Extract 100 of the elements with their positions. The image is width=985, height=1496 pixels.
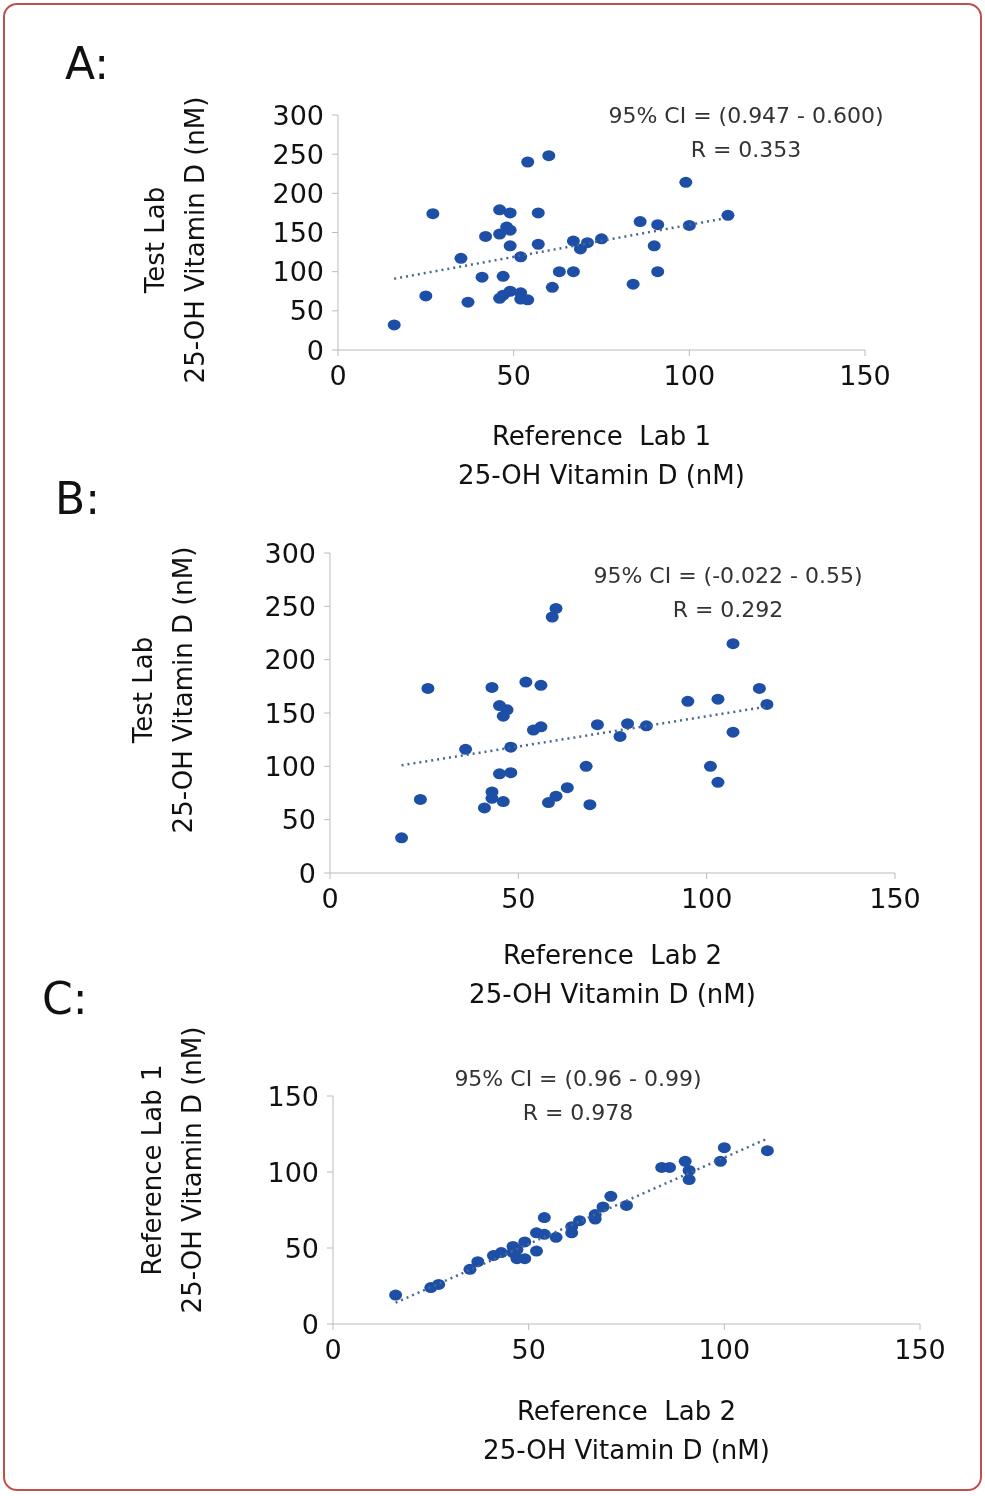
point xyxy=(529,1245,543,1257)
y-axis-title: Test Lab 25-OH Vitamin D (nM) xyxy=(127,545,199,836)
text: 95% CI = (0.96 - 0.99) xyxy=(453,1066,703,1091)
point xyxy=(573,1215,587,1227)
point xyxy=(521,156,535,168)
point xyxy=(595,233,608,245)
annotation: R = 0.292 xyxy=(671,597,785,622)
point xyxy=(596,1201,610,1213)
point xyxy=(620,1199,633,1211)
annotation: R = 0.978 xyxy=(521,1100,635,1125)
y-tick-label: 200 xyxy=(264,644,316,676)
point xyxy=(713,1155,727,1167)
point xyxy=(518,1236,532,1248)
point xyxy=(504,741,518,753)
y-tick-label: 150 xyxy=(272,217,324,249)
annotation: R = 0.353 xyxy=(689,137,803,162)
point xyxy=(504,767,518,779)
point xyxy=(639,720,653,732)
point xyxy=(647,240,661,252)
point xyxy=(413,793,427,805)
point xyxy=(459,743,473,755)
y-tick-label: 150 xyxy=(267,1080,319,1112)
y-tick-label: 100 xyxy=(267,1156,319,1188)
y-tick-label: 50 xyxy=(281,804,316,836)
point xyxy=(560,782,574,794)
x-tick-label: 50 xyxy=(511,1334,546,1366)
y-axis-title: Reference Lab 1 25-OH Vitamin D (nM) xyxy=(136,1025,208,1316)
point xyxy=(566,235,580,247)
y-tick-label: 300 xyxy=(264,537,316,569)
point xyxy=(432,1278,446,1290)
point xyxy=(503,207,517,219)
annotation: 95% CI = (-0.022 - 0.55) xyxy=(592,563,864,588)
point xyxy=(651,266,665,278)
y-tick-label: 0 xyxy=(298,857,316,889)
point xyxy=(579,760,593,772)
point xyxy=(682,219,696,231)
point xyxy=(760,1145,774,1157)
y-tick-label: 150 xyxy=(264,697,316,729)
point xyxy=(752,682,766,694)
point xyxy=(633,216,647,228)
point xyxy=(389,1289,403,1301)
y-tick-label: 200 xyxy=(272,177,324,209)
x-tick-label: 0 xyxy=(329,360,347,392)
point xyxy=(496,270,510,282)
point xyxy=(471,1256,485,1268)
point xyxy=(514,251,528,263)
x-axis-title: Reference Lab 2 25-OH Vitamin D (nM) xyxy=(482,1395,771,1467)
point xyxy=(651,219,665,231)
point xyxy=(531,238,545,250)
y-tick-label: 0 xyxy=(301,1308,319,1340)
point xyxy=(477,802,491,814)
point xyxy=(519,676,533,688)
point xyxy=(549,602,563,614)
y-axis-title: Test Lab 25-OH Vitamin D (nM) xyxy=(139,95,211,386)
point xyxy=(475,271,489,283)
point xyxy=(583,799,597,811)
point xyxy=(485,792,499,804)
point xyxy=(590,719,604,731)
x-tick-label: 150 xyxy=(839,360,891,392)
annotation: 95% CI = (0.947 - 0.600) xyxy=(607,103,885,128)
point xyxy=(537,1212,551,1224)
point xyxy=(485,681,499,693)
x-tick-label: 100 xyxy=(680,883,733,915)
point xyxy=(717,1142,731,1154)
point xyxy=(552,266,566,278)
point xyxy=(461,296,475,308)
point xyxy=(387,319,401,331)
x-tick-label: 50 xyxy=(496,360,531,392)
point xyxy=(604,1190,618,1202)
y-tick-label: 300 xyxy=(272,99,324,131)
point xyxy=(479,230,493,242)
point xyxy=(621,718,635,730)
x-tick-label: 100 xyxy=(663,360,716,392)
point xyxy=(726,726,740,738)
point xyxy=(613,730,627,742)
point xyxy=(496,710,510,722)
point xyxy=(537,1228,551,1240)
point xyxy=(549,1231,563,1243)
chart-title: A: xyxy=(65,38,110,89)
point xyxy=(493,768,506,780)
point xyxy=(663,1161,677,1173)
x-axis-title: Reference Lab 2 25-OH Vitamin D (nM) xyxy=(468,939,757,1011)
y-tick-label: 0 xyxy=(306,334,324,366)
point xyxy=(419,290,433,302)
point xyxy=(681,695,695,707)
x-tick-label: 150 xyxy=(894,1334,946,1366)
point xyxy=(518,1253,532,1265)
point xyxy=(566,266,580,278)
point xyxy=(679,176,693,188)
point xyxy=(626,278,640,290)
point xyxy=(721,209,735,221)
point xyxy=(493,204,507,216)
point xyxy=(531,207,545,219)
y-tick-label: 250 xyxy=(272,138,324,170)
y-tick-label: 250 xyxy=(264,590,316,622)
x-tick-label: 100 xyxy=(698,1334,751,1366)
point xyxy=(426,208,440,220)
point xyxy=(395,832,409,844)
point xyxy=(549,790,563,802)
point xyxy=(534,679,548,691)
